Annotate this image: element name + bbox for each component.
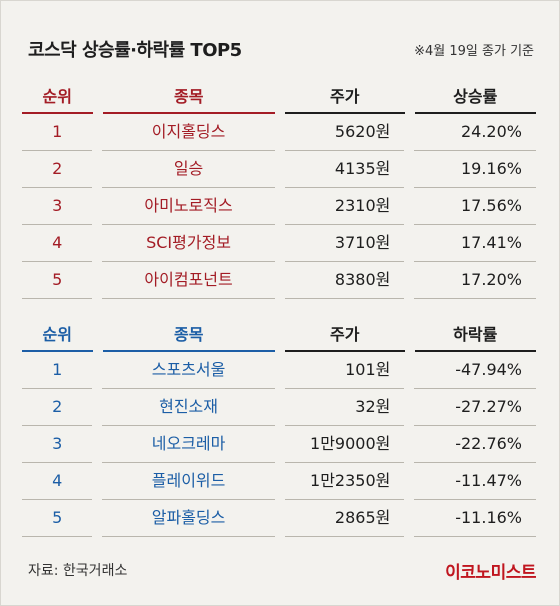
price-cell: 2865원 — [284, 500, 405, 537]
rank-cell: 4 — [22, 463, 93, 500]
price-cell: 4135원 — [284, 151, 405, 188]
stock-name-cell: 아미노로직스 — [102, 188, 275, 225]
table-row: 5 알파홀딩스 2865원 -11.16% — [22, 500, 536, 537]
rank-cell: 5 — [22, 262, 93, 299]
stock-name-cell: 이지홀딩스 — [102, 114, 275, 151]
stock-name-cell: 현진소재 — [102, 389, 275, 426]
rank-cell: 2 — [22, 389, 93, 426]
stock-name-cell: SCI평가정보 — [102, 225, 275, 262]
table-row: 4 플레이위드 1만2350원 -11.47% — [22, 463, 536, 500]
stock-name-cell: 일승 — [102, 151, 275, 188]
rank-cell: 2 — [22, 151, 93, 188]
stock-name-cell: 알파홀딩스 — [102, 500, 275, 537]
rate-cell: -22.76% — [414, 426, 536, 463]
rate-cell: 17.20% — [414, 262, 536, 299]
stock-name-cell: 아이컴포넌트 — [102, 262, 275, 299]
losers-table: 순위 종목 주가 하락률 1 스포츠서울 101원 -47.94% 2 현진소재… — [22, 320, 536, 537]
losers-header-row: 순위 종목 주가 하락률 — [22, 320, 536, 352]
stock-name-cell: 스포츠서울 — [102, 352, 275, 389]
table-row: 3 아미노로직스 2310원 17.56% — [22, 188, 536, 225]
rate-cell: 19.16% — [414, 151, 536, 188]
header-name: 종목 — [102, 320, 275, 352]
rank-cell: 5 — [22, 500, 93, 537]
rate-cell: -11.16% — [414, 500, 536, 537]
rank-cell: 1 — [22, 352, 93, 389]
rank-cell: 3 — [22, 426, 93, 463]
rate-cell: -27.27% — [414, 389, 536, 426]
table-row: 1 이지홀딩스 5620원 24.20% — [22, 114, 536, 151]
page-title: 코스닥 상승률·하락률 TOP5 — [28, 40, 242, 61]
header-rate: 상승률 — [414, 82, 536, 114]
price-cell: 101원 — [284, 352, 405, 389]
rate-cell: -11.47% — [414, 463, 536, 500]
price-cell: 5620원 — [284, 114, 405, 151]
table-row: 2 일승 4135원 19.16% — [22, 151, 536, 188]
table-row: 5 아이컴포넌트 8380원 17.20% — [22, 262, 536, 299]
price-cell: 3710원 — [284, 225, 405, 262]
price-cell: 2310원 — [284, 188, 405, 225]
table-row: 1 스포츠서울 101원 -47.94% — [22, 352, 536, 389]
gainers-table: 순위 종목 주가 상승률 1 이지홀딩스 5620원 24.20% 2 일승 4… — [22, 82, 536, 299]
header-rate: 하락률 — [414, 320, 536, 352]
stock-name-cell: 플레이위드 — [102, 463, 275, 500]
table-row: 4 SCI평가정보 3710원 17.41% — [22, 225, 536, 262]
rank-cell: 1 — [22, 114, 93, 151]
price-cell: 1만2350원 — [284, 463, 405, 500]
price-cell: 8380원 — [284, 262, 405, 299]
header-rank: 순위 — [22, 320, 93, 352]
stock-name-cell: 네오크레마 — [102, 426, 275, 463]
header-price: 주가 — [284, 82, 405, 114]
rate-cell: -47.94% — [414, 352, 536, 389]
header-name: 종목 — [102, 82, 275, 114]
price-cell: 1만9000원 — [284, 426, 405, 463]
rate-cell: 24.20% — [414, 114, 536, 151]
date-note: ※4월 19일 종가 기준 — [414, 44, 534, 59]
header-price: 주가 — [284, 320, 405, 352]
publisher-logo: 이코노미스트 — [445, 563, 536, 583]
rank-cell: 4 — [22, 225, 93, 262]
table-row: 3 네오크레마 1만9000원 -22.76% — [22, 426, 536, 463]
price-cell: 32원 — [284, 389, 405, 426]
rate-cell: 17.56% — [414, 188, 536, 225]
table-row: 2 현진소재 32원 -27.27% — [22, 389, 536, 426]
source-credit: 자료: 한국거래소 — [28, 563, 128, 579]
gainers-header-row: 순위 종목 주가 상승률 — [22, 82, 536, 114]
rate-cell: 17.41% — [414, 225, 536, 262]
rank-cell: 3 — [22, 188, 93, 225]
header-rank: 순위 — [22, 82, 93, 114]
